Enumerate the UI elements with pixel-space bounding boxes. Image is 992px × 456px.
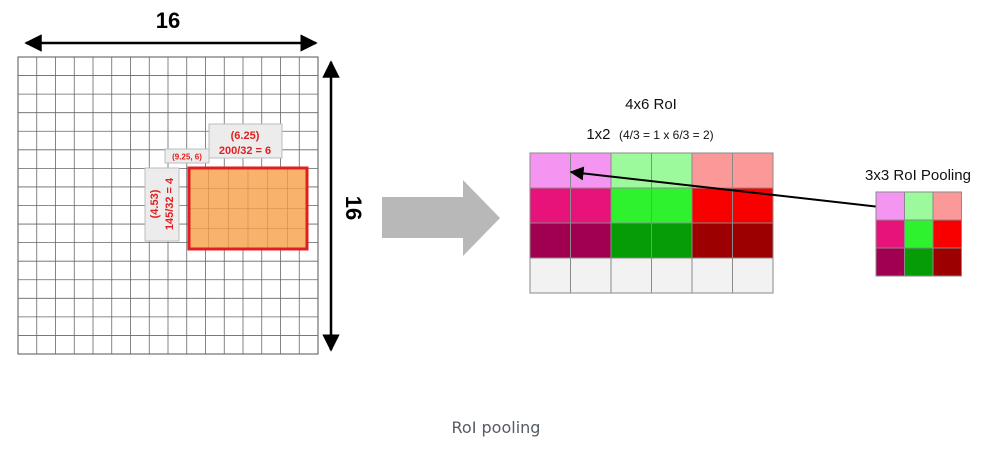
height-label: 16 — [341, 196, 366, 220]
roi-width-label-box — [208, 123, 283, 159]
roi-cells — [529, 152, 774, 294]
roi-cell — [732, 257, 774, 294]
roi-border — [187, 166, 309, 251]
roi-cell — [529, 257, 571, 294]
roi-cell — [651, 187, 693, 224]
roi-cell — [691, 222, 733, 259]
roi-origin-label: (9.25, 6) — [172, 153, 202, 162]
pooled-cell — [875, 191, 905, 221]
roi-subtitle-main: 1x2 — [586, 126, 610, 143]
roi-cell — [651, 257, 693, 294]
roi-width-label-1: (6.25) — [231, 130, 260, 142]
roi-cell — [651, 222, 693, 259]
width-label: 16 — [156, 8, 180, 33]
roi-height-label-1: (4.53) — [149, 189, 161, 218]
roi-cell — [691, 152, 733, 189]
pooled-cell — [904, 191, 934, 221]
pooled-cell — [875, 219, 905, 249]
roi-height-label-2: 145/32 = 4 — [164, 177, 176, 230]
roi-width-label-2: 200/32 = 6 — [219, 145, 271, 157]
pooling-title: 3x3 RoI Pooling — [865, 167, 971, 184]
roi-region-grid — [189, 168, 307, 249]
roi-cell — [610, 222, 652, 259]
pooled-cell — [932, 247, 962, 277]
pooling-cells — [875, 191, 962, 277]
pooled-cell — [875, 247, 905, 277]
roi-cell — [529, 152, 571, 189]
roi-cell — [570, 257, 612, 294]
figure-caption: RoI pooling — [451, 418, 541, 437]
roi-subtitle: 1x2 (4/3 = 1 x 6/3 = 2) — [586, 126, 713, 143]
roi-cell — [610, 257, 652, 294]
roi-cell — [529, 222, 571, 259]
roi-subtitle-detail: (4/3 = 1 x 6/3 = 2) — [619, 128, 714, 142]
roi-cell — [691, 187, 733, 224]
roi-cell — [570, 152, 612, 189]
pooled-cell — [932, 191, 962, 221]
roi-cell — [529, 187, 571, 224]
pooled-cell — [932, 219, 962, 249]
roi-cell — [610, 152, 652, 189]
roi-cell — [732, 222, 774, 259]
roi-origin-label-box — [164, 148, 210, 164]
roi-cell — [610, 187, 652, 224]
roi-cell — [732, 152, 774, 189]
pooled-cell — [904, 247, 934, 277]
roi-cell — [691, 257, 733, 294]
pooling-pointer-arrow — [569, 166, 881, 208]
pooled-cell — [904, 219, 934, 249]
roi-grid-section: 4x6 RoI 1x2 (4/3 = 1 x 6/3 = 2) — [529, 96, 774, 294]
transform-arrow — [382, 180, 500, 256]
feature-map: 16 16 (6.25) 200/32 = 6 (9.25, 6) (4.53)… — [17, 8, 366, 355]
roi-cell — [570, 222, 612, 259]
pooling-section: 3x3 RoI Pooling — [865, 167, 971, 277]
roi-title: 4x6 RoI — [625, 96, 677, 113]
roi-height-label-box — [144, 167, 180, 242]
roi-cell — [570, 187, 612, 224]
